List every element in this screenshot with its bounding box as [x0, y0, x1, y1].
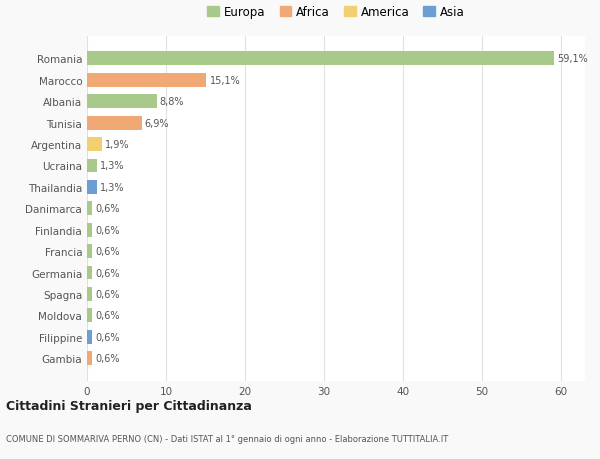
- Text: 0,6%: 0,6%: [95, 246, 119, 257]
- Text: 0,6%: 0,6%: [95, 353, 119, 364]
- Text: 1,3%: 1,3%: [100, 183, 125, 192]
- Bar: [87, 309, 92, 323]
- Text: 59,1%: 59,1%: [557, 54, 588, 64]
- Bar: [87, 180, 97, 195]
- Bar: [87, 74, 206, 88]
- Text: 0,6%: 0,6%: [95, 204, 119, 214]
- Text: 0,6%: 0,6%: [95, 289, 119, 299]
- Bar: [87, 330, 92, 344]
- Text: 15,1%: 15,1%: [209, 76, 240, 86]
- Bar: [87, 159, 97, 173]
- Bar: [87, 117, 142, 130]
- Bar: [87, 138, 102, 152]
- Text: Cittadini Stranieri per Cittadinanza: Cittadini Stranieri per Cittadinanza: [6, 399, 252, 412]
- Bar: [87, 202, 92, 216]
- Text: 0,6%: 0,6%: [95, 332, 119, 342]
- Bar: [87, 287, 92, 301]
- Text: 0,6%: 0,6%: [95, 268, 119, 278]
- Text: 0,6%: 0,6%: [95, 225, 119, 235]
- Text: 1,3%: 1,3%: [100, 161, 125, 171]
- Bar: [87, 245, 92, 258]
- Legend: Europa, Africa, America, Asia: Europa, Africa, America, Asia: [203, 1, 469, 24]
- Bar: [87, 52, 554, 66]
- Bar: [87, 266, 92, 280]
- Bar: [87, 95, 157, 109]
- Text: 1,9%: 1,9%: [105, 140, 130, 150]
- Text: 0,6%: 0,6%: [95, 311, 119, 321]
- Text: COMUNE DI SOMMARIVA PERNO (CN) - Dati ISTAT al 1° gennaio di ogni anno - Elabora: COMUNE DI SOMMARIVA PERNO (CN) - Dati IS…: [6, 434, 448, 443]
- Text: 6,9%: 6,9%: [145, 118, 169, 129]
- Bar: [87, 352, 92, 365]
- Bar: [87, 223, 92, 237]
- Text: 8,8%: 8,8%: [160, 97, 184, 107]
